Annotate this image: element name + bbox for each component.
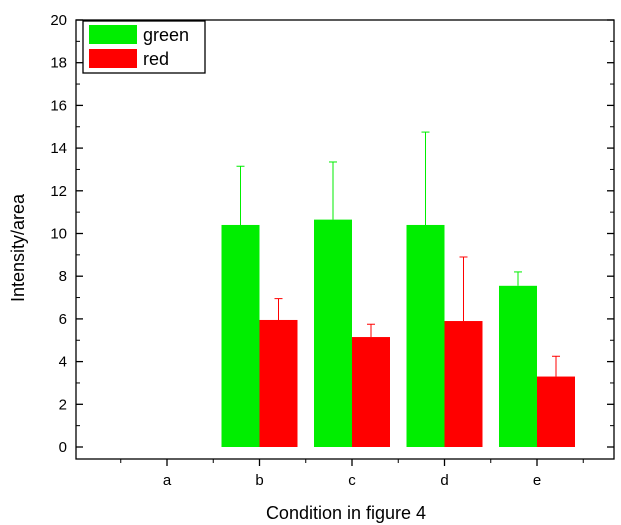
y-tick-label: 4 [59, 354, 67, 371]
y-axis-title: Intensity/area [8, 193, 28, 302]
y-tick-label: 12 [50, 183, 67, 200]
y-tick-label: 10 [50, 226, 67, 243]
legend-label-green: green [143, 25, 189, 45]
y-tick-label: 6 [59, 311, 67, 328]
y-tick-label: 2 [59, 396, 67, 413]
plot-frame [75, 19, 615, 460]
y-axis: 0 2 4 6 8 10 12 14 16 18 20 [50, 12, 614, 456]
x-tick-label: a [163, 472, 172, 489]
bar-green-d [406, 224, 445, 447]
x-tick-label: c [348, 472, 356, 489]
bar-green-e [499, 285, 537, 447]
bar-green-c [314, 219, 352, 447]
bar-green-b [221, 224, 260, 447]
x-axis-title: Condition in figure 4 [266, 503, 426, 523]
legend-swatch-red [89, 49, 137, 68]
bar-red-b [259, 319, 298, 447]
plot-border [75, 19, 615, 460]
x-axis: a b c d e [120, 459, 584, 489]
bars-layer [221, 219, 575, 447]
legend: green red [82, 20, 206, 74]
bar-red-c [352, 337, 390, 447]
bar-red-d [444, 321, 483, 447]
legend-swatch-green [89, 25, 137, 44]
error-bars-layer [236, 131, 560, 377]
y-tick-label: 20 [50, 12, 67, 29]
y-tick-label: 0 [59, 439, 67, 456]
y-tick-label: 8 [59, 268, 67, 285]
x-tick-label: d [440, 472, 448, 489]
legend-label-red: red [143, 49, 169, 69]
y-tick-label: 18 [50, 55, 67, 72]
y-tick-label: 14 [50, 140, 67, 157]
x-tick-label: b [255, 472, 263, 489]
bar-red-e [537, 376, 575, 447]
y-tick-label: 16 [50, 97, 67, 114]
x-tick-label: e [533, 472, 541, 489]
